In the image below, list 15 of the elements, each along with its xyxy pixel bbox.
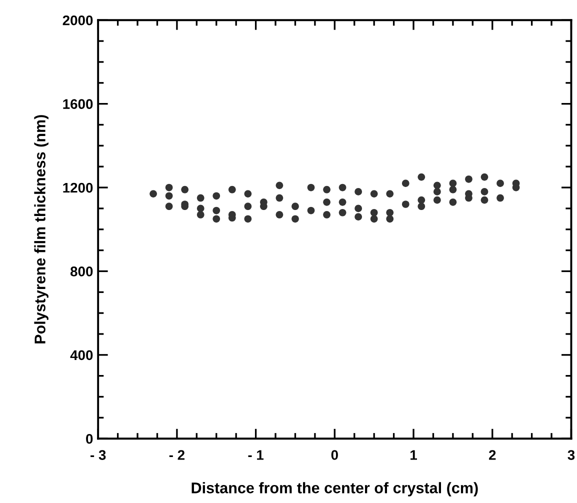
y-tick-label: 2000	[62, 15, 93, 26]
y-tick-label: 400	[70, 350, 93, 360]
x-tick-label: - 1	[248, 450, 264, 460]
x-tick-label: - 2	[169, 450, 184, 460]
y-tick-label: 1200	[63, 182, 93, 193]
y-tick-label: 0	[86, 434, 93, 444]
x-tick-label: 0	[331, 450, 338, 460]
x-tick-label: 3	[568, 450, 575, 460]
x-tick-label: 1	[410, 450, 417, 460]
y-tick-label: 1600	[63, 99, 93, 109]
x-axis-title: Distance from the center of crystal (cm)	[192, 482, 478, 496]
x-tick-label: 2	[488, 450, 496, 460]
y-axis-title: Polystyrene film thickness (nm)	[34, 115, 48, 344]
x-tick-label: - 3	[90, 450, 106, 460]
y-tick-label: 800	[70, 266, 93, 276]
